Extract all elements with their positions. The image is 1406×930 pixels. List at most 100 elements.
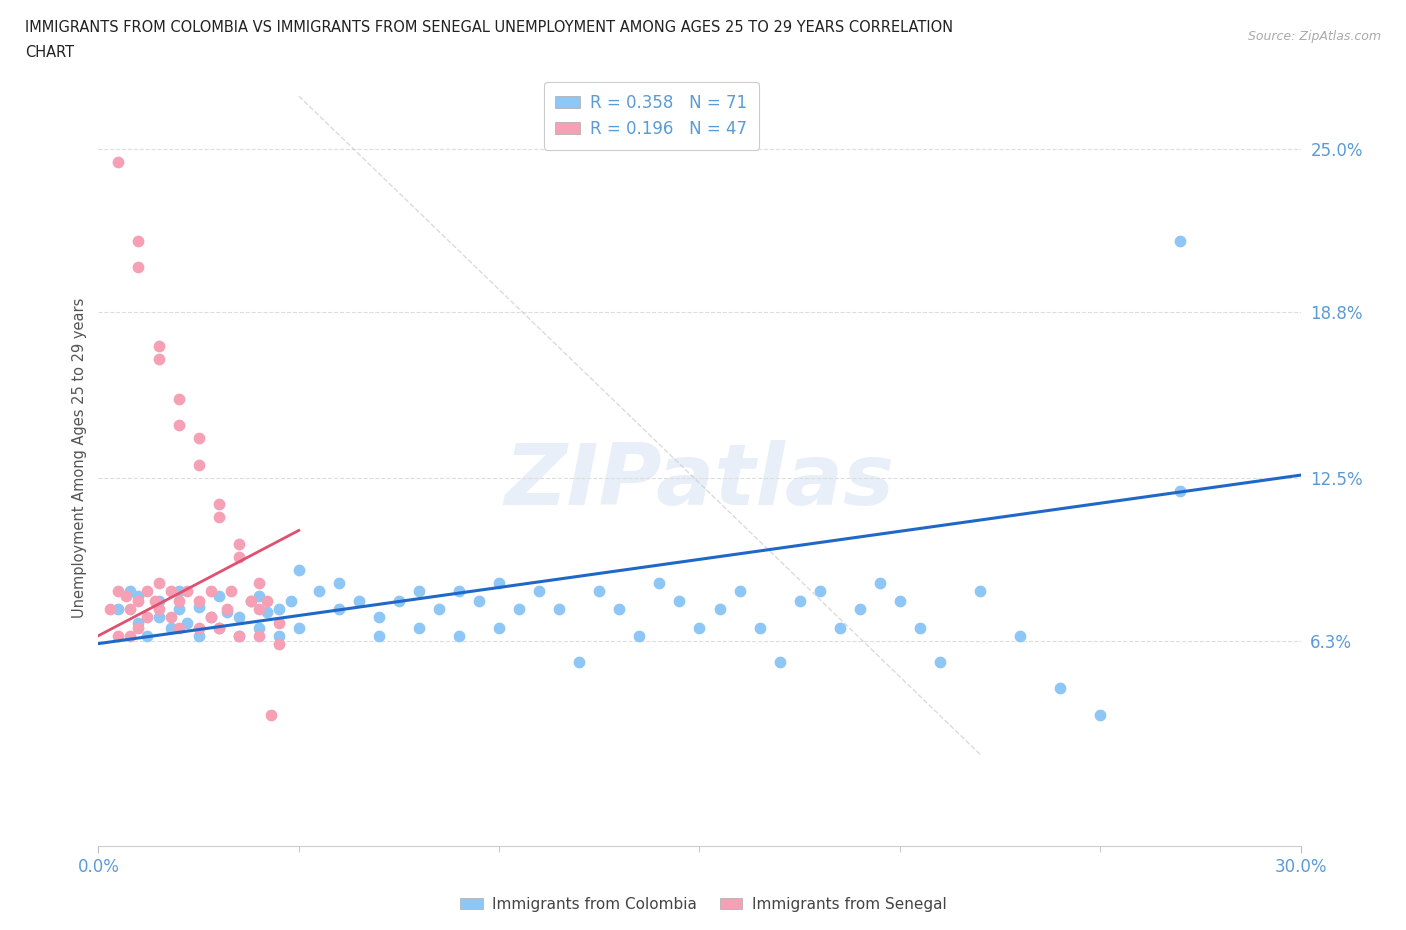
Point: [368, 629, 391, 644]
Point: [215, 602, 238, 617]
Point: [247, 576, 270, 591]
Point: [328, 576, 350, 591]
Point: [128, 589, 150, 604]
Point: [508, 602, 530, 617]
Point: [107, 583, 129, 598]
Point: [208, 510, 231, 525]
Point: [200, 610, 222, 625]
Point: [120, 629, 142, 644]
Point: [929, 655, 952, 670]
Point: [288, 563, 311, 578]
Point: [239, 594, 262, 609]
Point: [388, 594, 411, 609]
Point: [447, 629, 470, 644]
Point: [267, 636, 290, 651]
Point: [148, 576, 170, 591]
Point: [208, 497, 231, 512]
Point: [167, 594, 190, 609]
Point: [808, 583, 831, 598]
Point: [228, 629, 250, 644]
Legend: Immigrants from Colombia, Immigrants from Senegal: Immigrants from Colombia, Immigrants fro…: [454, 891, 952, 918]
Point: [728, 583, 751, 598]
Point: [488, 576, 510, 591]
Point: [1049, 681, 1071, 696]
Point: [328, 602, 350, 617]
Point: [128, 620, 150, 635]
Point: [228, 629, 250, 644]
Text: IMMIGRANTS FROM COLOMBIA VS IMMIGRANTS FROM SENEGAL UNEMPLOYMENT AMONG AGES 25 T: IMMIGRANTS FROM COLOMBIA VS IMMIGRANTS F…: [25, 20, 953, 35]
Point: [187, 458, 209, 472]
Point: [1170, 233, 1192, 248]
Legend: R = 0.358   N = 71, R = 0.196   N = 47: R = 0.358 N = 71, R = 0.196 N = 47: [544, 82, 759, 150]
Point: [468, 594, 491, 609]
Point: [668, 594, 690, 609]
Point: [200, 610, 222, 625]
Point: [280, 594, 302, 609]
Point: [159, 610, 181, 625]
Point: [128, 594, 150, 609]
Point: [247, 620, 270, 635]
Point: [208, 589, 231, 604]
Point: [167, 583, 190, 598]
Point: [167, 418, 190, 432]
Point: [609, 602, 631, 617]
Point: [247, 602, 270, 617]
Point: [1088, 707, 1111, 722]
Point: [228, 536, 250, 551]
Point: [120, 602, 142, 617]
Point: [228, 610, 250, 625]
Point: [148, 602, 170, 617]
Point: [768, 655, 790, 670]
Point: [408, 620, 430, 635]
Point: [148, 610, 170, 625]
Point: [288, 620, 311, 635]
Point: [120, 583, 142, 598]
Point: [408, 583, 430, 598]
Point: [100, 602, 122, 617]
Point: [267, 602, 290, 617]
Text: Source: ZipAtlas.com: Source: ZipAtlas.com: [1247, 30, 1381, 43]
Point: [247, 589, 270, 604]
Point: [869, 576, 891, 591]
Y-axis label: Unemployment Among Ages 25 to 29 years: Unemployment Among Ages 25 to 29 years: [72, 298, 87, 618]
Point: [256, 604, 278, 619]
Point: [167, 392, 190, 406]
Point: [648, 576, 671, 591]
Point: [219, 583, 242, 598]
Point: [447, 583, 470, 598]
Point: [159, 620, 181, 635]
Point: [167, 620, 190, 635]
Point: [239, 594, 262, 609]
Point: [908, 620, 931, 635]
Point: [588, 583, 610, 598]
Point: [267, 629, 290, 644]
Point: [200, 583, 222, 598]
Text: CHART: CHART: [25, 45, 75, 60]
Point: [187, 599, 209, 614]
Point: [568, 655, 591, 670]
Point: [548, 602, 571, 617]
Point: [267, 615, 290, 630]
Point: [215, 604, 238, 619]
Point: [628, 629, 651, 644]
Point: [143, 594, 166, 609]
Point: [107, 154, 129, 169]
Text: ZIPatlas: ZIPatlas: [505, 440, 894, 523]
Point: [148, 339, 170, 353]
Point: [128, 615, 150, 630]
Point: [228, 550, 250, 565]
Point: [187, 594, 209, 609]
Point: [176, 615, 198, 630]
Point: [529, 583, 551, 598]
Point: [148, 594, 170, 609]
Point: [1010, 629, 1032, 644]
Point: [688, 620, 710, 635]
Point: [247, 629, 270, 644]
Point: [135, 629, 157, 644]
Point: [427, 602, 450, 617]
Point: [828, 620, 851, 635]
Point: [308, 583, 330, 598]
Point: [135, 610, 157, 625]
Point: [167, 602, 190, 617]
Point: [368, 610, 391, 625]
